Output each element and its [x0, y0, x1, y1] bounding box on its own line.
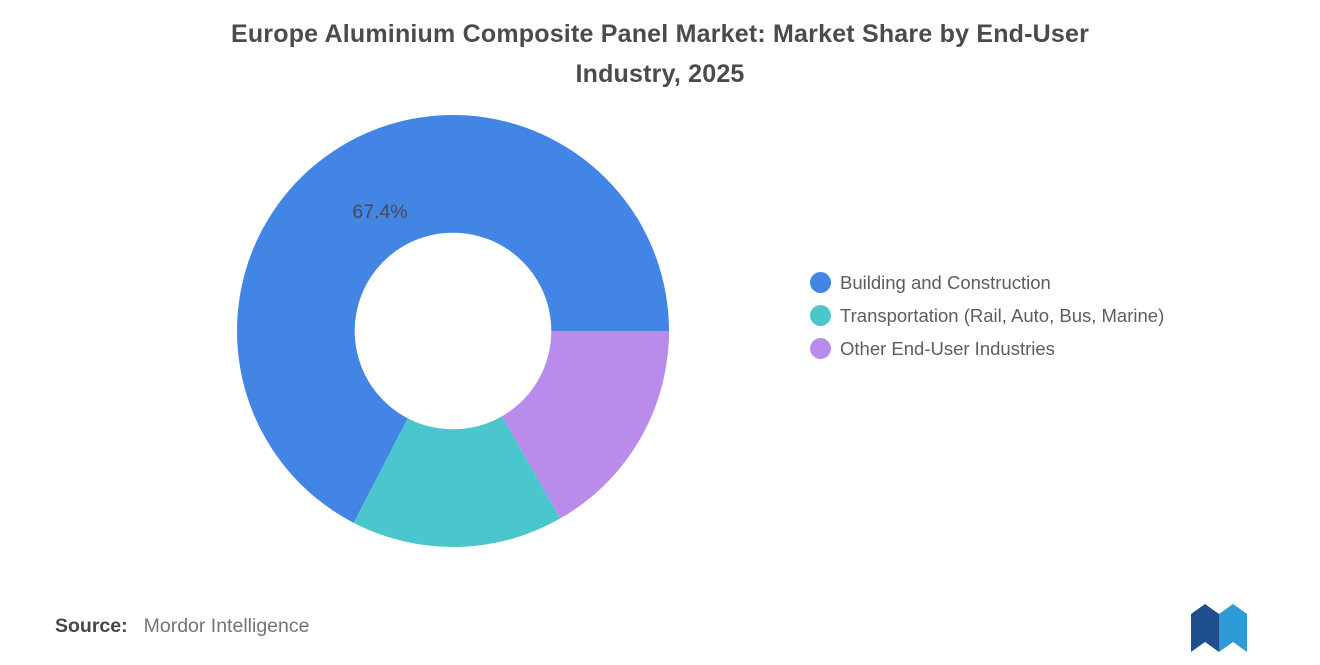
slice-transportation-rail-auto-bus-marine	[353, 331, 561, 548]
legend-label: Building and Construction	[840, 271, 1051, 293]
donut-chart: 67.4%	[236, 115, 669, 548]
legend-item-transportation-rail-auto-bus-marine: Transportation (Rail, Auto, Bus, Marine)	[810, 304, 1164, 327]
donut-hole	[354, 232, 552, 430]
legend-item-other-end-user-industries: Other End-User Industries	[810, 337, 1164, 360]
source-value: Mordor Intelligence	[143, 615, 310, 637]
legend-label: Transportation (Rail, Auto, Bus, Marine)	[840, 304, 1165, 326]
legend-item-building-and-construction: Building and Construction	[810, 271, 1164, 294]
legend: Building and Construction Transportation …	[810, 271, 1164, 370]
logo-stroke-1	[1191, 604, 1205, 652]
legend-swatch	[810, 305, 831, 326]
legend-swatch	[810, 272, 831, 293]
legend-label: Other End-User Industries	[840, 337, 1055, 359]
mordor-intelligence-logo	[1191, 604, 1247, 652]
logo-stroke-4	[1233, 604, 1247, 652]
legend-swatch	[810, 338, 831, 359]
donut-chart-container: 67.4%	[234, 112, 672, 550]
chart-title: Europe Aluminium Composite Panel Market:…	[0, 14, 1320, 94]
source-row: Source: Mordor Intelligence	[55, 615, 309, 638]
logo-stroke-3	[1219, 604, 1233, 652]
logo-stroke-2	[1205, 604, 1219, 652]
slice-value-label: 67.4%	[352, 201, 407, 223]
chart-title-line-2: Industry, 2025	[575, 60, 745, 88]
source-label: Source:	[55, 615, 128, 637]
chart-title-line-1: Europe Aluminium Composite Panel Market:…	[230, 20, 1090, 48]
